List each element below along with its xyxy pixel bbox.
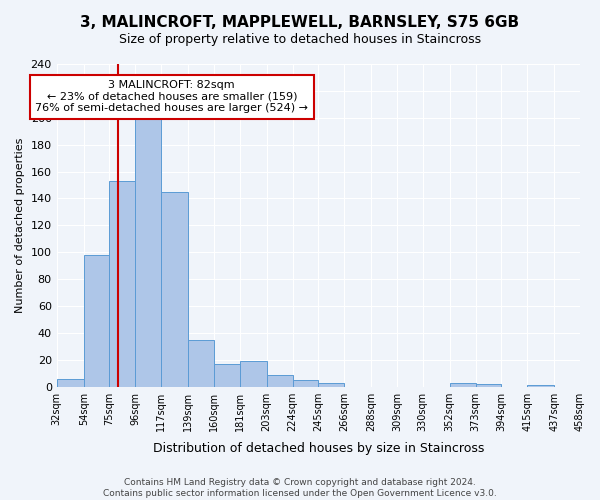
Bar [450,382,476,386]
Bar [267,374,293,386]
Bar [188,340,214,386]
Bar [56,378,83,386]
Bar [135,118,161,386]
Bar [161,192,188,386]
X-axis label: Distribution of detached houses by size in Staincross: Distribution of detached houses by size … [152,442,484,455]
Bar [476,384,502,386]
Text: 3, MALINCROFT, MAPPLEWELL, BARNSLEY, S75 6GB: 3, MALINCROFT, MAPPLEWELL, BARNSLEY, S75… [80,15,520,30]
Bar [109,181,135,386]
Bar [293,380,319,386]
Y-axis label: Number of detached properties: Number of detached properties [15,138,25,313]
Bar [83,255,109,386]
Text: Contains HM Land Registry data © Crown copyright and database right 2024.
Contai: Contains HM Land Registry data © Crown c… [103,478,497,498]
Bar [319,382,344,386]
Text: Size of property relative to detached houses in Staincross: Size of property relative to detached ho… [119,32,481,46]
Bar [240,361,267,386]
Bar [214,364,240,386]
Text: 3 MALINCROFT: 82sqm
← 23% of detached houses are smaller (159)
76% of semi-detac: 3 MALINCROFT: 82sqm ← 23% of detached ho… [35,80,308,114]
